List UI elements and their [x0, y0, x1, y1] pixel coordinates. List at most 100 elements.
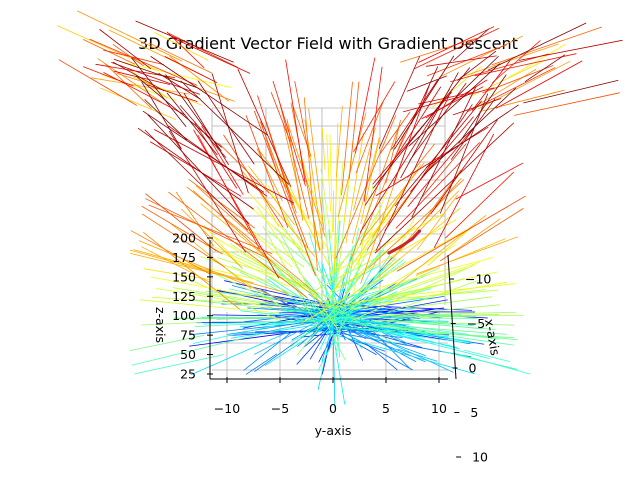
gradient-arrow — [391, 79, 439, 150]
gradient-arrow — [450, 53, 549, 83]
x-tick-label: −5 — [467, 316, 485, 331]
gradient-arrow — [398, 177, 462, 251]
gradient-arrow — [134, 354, 225, 375]
gradient-arrow — [89, 39, 198, 86]
gradient-arrow — [452, 352, 531, 375]
gradient-arrow — [322, 263, 390, 335]
gradient-arrow — [267, 230, 342, 290]
x-tick-label: −10 — [465, 272, 491, 287]
gradient-arrow — [421, 86, 484, 119]
gradient-arrow — [151, 296, 261, 305]
gradient-arrow — [363, 66, 383, 202]
gradient-arrow — [91, 77, 190, 95]
gradient-arrow — [228, 288, 350, 316]
x-tick-label: 5 — [470, 405, 478, 420]
x-tick-label: 0 — [469, 361, 477, 376]
gradient-arrow — [229, 330, 321, 336]
gradient-arrow — [326, 284, 411, 370]
gradient-arrow — [396, 334, 458, 348]
z-tick-label: 50 — [180, 347, 196, 362]
gradient-arrow — [355, 101, 384, 174]
gradient-arrow — [239, 318, 339, 328]
x-axis-ticks: −10 −5 0 5 10 — [449, 272, 491, 465]
gradient-arrow — [425, 104, 519, 168]
gradient-arrow — [358, 257, 494, 294]
gradient-arrow — [394, 55, 455, 150]
chart-title: 3D Gradient Vector Field with Gradient D… — [138, 34, 518, 53]
gradient-arrow — [130, 70, 168, 99]
gradient-arrow — [168, 191, 308, 298]
gradient-arrow — [467, 67, 556, 113]
gradient-arrow — [183, 93, 230, 166]
gradient-arrow — [375, 89, 453, 251]
gradient-arrow — [396, 195, 526, 272]
gradient-arrow — [471, 60, 511, 111]
gradient-arrow — [346, 327, 473, 344]
gradient-arrow — [272, 80, 306, 187]
gradient-arrow — [231, 214, 293, 268]
gradient-arrow — [175, 191, 214, 247]
gradient-arrow — [83, 66, 134, 87]
gradient-arrow — [382, 190, 460, 269]
descent-path-segment — [410, 229, 421, 241]
gradient-arrow — [411, 87, 477, 218]
gradient-arrow — [265, 121, 297, 213]
gradient-arrow — [216, 257, 309, 287]
gradient-arrow — [192, 292, 278, 306]
gradient-arrow — [141, 205, 223, 255]
gradient-arrow — [378, 56, 421, 149]
gradient-arrow — [353, 127, 376, 211]
gradient-arrow — [257, 95, 294, 206]
gradient-arrow — [237, 68, 292, 187]
gradient-arrow — [143, 268, 209, 280]
gradient-arrow — [349, 281, 508, 310]
gradient-arrow — [448, 218, 501, 256]
gradient-arrow — [195, 185, 256, 239]
z-tick-label: 100 — [172, 308, 196, 323]
gradient-arrow — [285, 59, 306, 183]
gradient-arrow — [379, 111, 411, 154]
y-axis-label: y-axis — [315, 423, 352, 438]
gradient-arrow — [345, 322, 454, 373]
y-tick-label: 0 — [329, 401, 337, 416]
descent-path-point — [387, 251, 391, 255]
gradient-arrow — [131, 57, 187, 127]
gradient-arrow — [405, 319, 449, 322]
gradient-arrow — [181, 208, 243, 269]
gradient-arrow — [308, 108, 325, 231]
gradient-arrow — [341, 81, 353, 196]
gradient-arrow — [285, 310, 414, 328]
gradient-arrow — [395, 142, 480, 229]
gradient-arrow — [147, 114, 250, 225]
gradient-arrow — [321, 196, 336, 325]
gradient-arrow — [211, 73, 249, 194]
gradient-arrow — [192, 299, 328, 315]
gradient-arrow — [189, 319, 329, 336]
gradient-arrow — [416, 236, 518, 275]
gradient-arrow — [317, 317, 500, 340]
gradient-arrow — [317, 256, 379, 371]
gradient-arrow — [303, 97, 318, 271]
gradient-arrow — [270, 92, 291, 142]
gradient-arrow — [364, 86, 442, 206]
gradient-arrow — [148, 42, 213, 74]
gradient-arrow — [112, 61, 165, 92]
gradient-arrow — [129, 334, 205, 352]
gradient-arrow — [144, 99, 188, 141]
gradient-arrow — [261, 289, 377, 356]
gradient-arrow — [248, 192, 310, 258]
gradient-arrow — [133, 249, 254, 284]
vector-field — [57, 10, 623, 408]
y-tick-label: −5 — [271, 401, 289, 416]
x-tick-label: 10 — [472, 450, 488, 465]
descent-path-segment — [399, 237, 414, 249]
gradient-arrow — [335, 273, 431, 315]
gradient-arrow — [223, 134, 284, 228]
gradient-arrow — [235, 241, 317, 293]
gradient-arrow — [343, 257, 401, 307]
gradient-arrow — [145, 83, 198, 102]
gradient-arrow — [190, 331, 290, 376]
gradient-arrow — [418, 314, 524, 317]
axes-layer — [209, 240, 457, 380]
gradient-arrow — [111, 62, 201, 95]
